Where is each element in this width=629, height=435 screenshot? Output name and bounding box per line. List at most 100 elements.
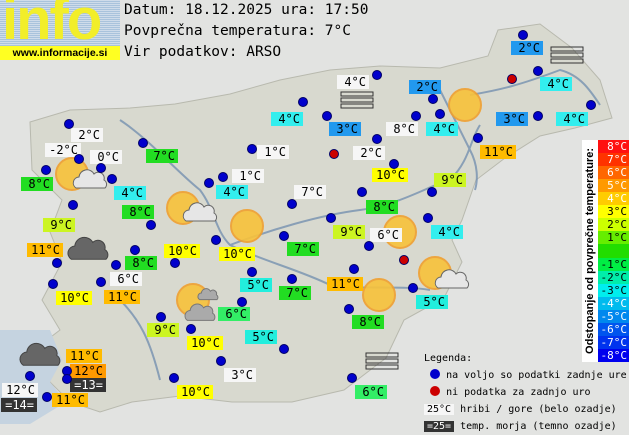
station-temperature: 7°C [287,242,319,256]
cloud-icon [19,342,61,366]
data-source: Vir podatkov: ARSO [124,44,282,60]
scale-step: -8°C [598,348,629,362]
logo-url-link[interactable]: www.informacije.si [0,46,120,60]
station-temperature: 7°C [146,149,178,163]
legend-missing: ni podatka za zadnjo uro [424,384,627,401]
sun-icon [230,209,264,243]
station-dot-available[interactable] [533,66,543,76]
station-dot-available[interactable] [287,199,297,209]
cloud-icon [434,269,470,289]
fog-icon [550,46,584,52]
legend-mountain: 25°C hribi / gore (belo ozadje) [424,401,627,418]
station-dot-available[interactable] [372,70,382,80]
station-dot-available[interactable] [473,133,483,143]
scale-step: 2°C [598,218,629,232]
station-temperature: 4°C [114,186,146,200]
station-temperature: 4°C [540,77,572,91]
station-dot-available[interactable] [204,178,214,188]
station-dot-available[interactable] [357,187,367,197]
sun-icon [448,88,482,122]
station-dot-available[interactable] [218,172,228,182]
station-dot-available[interactable] [372,134,382,144]
station-dot-available[interactable] [211,235,221,245]
scale-title: Odstopanje od povprečne temperature: [583,148,596,354]
logo[interactable]: info www.informacije.si [0,0,120,60]
station-dot-available[interactable] [25,371,35,381]
station-dot-available[interactable] [64,119,74,129]
station-dot-available[interactable] [68,200,78,210]
station-temperature: 7°C [279,286,311,300]
station-dot-available[interactable] [62,374,72,384]
station-dot-available[interactable] [518,30,528,40]
station-dot-available[interactable] [146,220,156,230]
station-dot-missing[interactable] [399,255,409,265]
station-dot-available[interactable] [237,297,247,307]
station-dot-available[interactable] [130,245,140,255]
station-dot-available[interactable] [170,258,180,268]
fog-icon [340,103,374,109]
station-dot-available[interactable] [247,144,257,154]
station-dot-available[interactable] [389,159,399,169]
station-dot-available[interactable] [42,392,52,402]
fog-icon [550,52,584,58]
station-temperature: 2°C [409,80,441,94]
station-dot-available[interactable] [364,241,374,251]
station-temperature: 10°C [164,244,200,258]
station-temperature: 2°C [511,41,543,55]
station-dot-available[interactable] [322,111,332,121]
station-dot-available[interactable] [279,344,289,354]
scale-step: -2°C [598,270,629,284]
station-dot-available[interactable] [326,213,336,223]
station-dot-available[interactable] [52,258,62,268]
station-dot-available[interactable] [279,231,289,241]
station-temperature: 11°C [480,145,516,159]
station-temperature: 10°C [219,247,255,261]
fog-icon [550,58,584,64]
station-dot-missing[interactable] [507,74,517,84]
station-dot-available[interactable] [428,94,438,104]
station-dot-available[interactable] [107,174,117,184]
station-dot-available[interactable] [411,111,421,121]
station-dot-available[interactable] [349,264,359,274]
station-temperature: 3°C [496,112,528,126]
station-temperature: 1°C [232,169,264,183]
station-temperature: 12°C [70,364,106,378]
legend-available: na voljo so podatki zadnje ure [424,367,627,384]
station-temperature: 6°C [218,307,250,321]
station-dot-available[interactable] [96,163,106,173]
station-dot-available[interactable] [186,324,196,334]
cloud-icon [72,169,108,189]
station-dot-available[interactable] [74,154,84,164]
station-dot-available[interactable] [41,165,51,175]
station-dot-available[interactable] [156,312,166,322]
scale-step: 1°C [598,231,629,245]
station-dot-available[interactable] [408,283,418,293]
station-dot-available[interactable] [435,109,445,119]
station-dot-available[interactable] [287,274,297,284]
scale-step [598,244,629,258]
station-temperature: 9°C [147,323,179,337]
station-dot-available[interactable] [111,260,121,270]
station-dot-available[interactable] [216,356,226,366]
station-dot-available[interactable] [586,100,596,110]
scale-step: 8°C [598,140,629,154]
station-dot-available[interactable] [169,373,179,383]
station-temperature: 8°C [352,315,384,329]
legend-title: Legenda: [424,353,473,364]
station-dot-available[interactable] [48,279,58,289]
station-temperature: 6°C [110,272,142,286]
sun-icon [362,278,396,312]
station-dot-available[interactable] [533,111,543,121]
station-dot-available[interactable] [247,267,257,277]
station-dot-available[interactable] [344,304,354,314]
station-dot-available[interactable] [138,138,148,148]
station-dot-available[interactable] [298,97,308,107]
station-temperature: -2°C [45,143,81,157]
station-dot-available[interactable] [427,187,437,197]
station-dot-available[interactable] [347,373,357,383]
station-dot-missing[interactable] [329,149,339,159]
station-dot-available[interactable] [423,213,433,223]
station-dot-available[interactable] [96,277,106,287]
date-line: Datum: 18.12.2025 ura: 17:50 [124,2,369,18]
fog-icon [365,352,399,358]
